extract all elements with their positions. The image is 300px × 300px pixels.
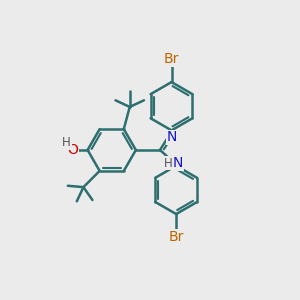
Text: H: H [164,157,172,169]
Text: H: H [62,136,71,149]
Text: Br: Br [169,230,184,244]
Text: Br: Br [164,52,179,66]
Text: N: N [166,130,177,145]
Text: O: O [68,143,79,157]
Text: N: N [172,156,183,170]
